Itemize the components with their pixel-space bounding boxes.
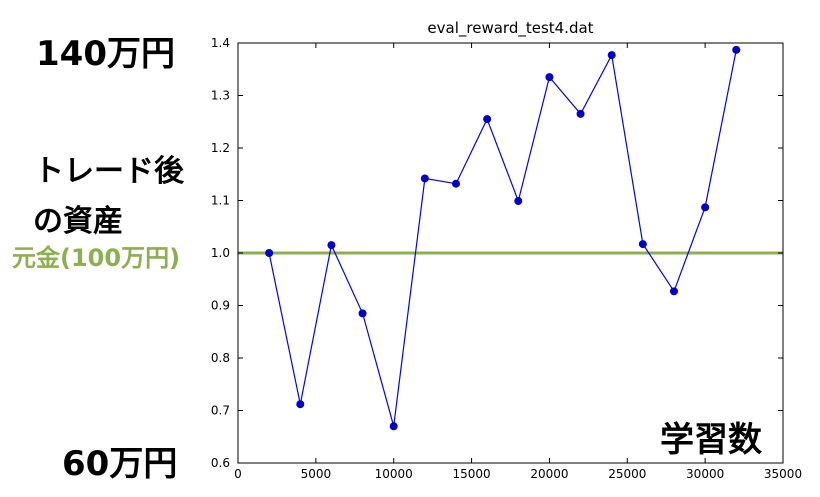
data-point xyxy=(607,51,616,60)
data-point xyxy=(670,287,678,296)
y-tick-label: 1.0 xyxy=(211,246,230,260)
y-tick-label: 1.3 xyxy=(211,89,230,103)
y-tick-label: 0.6 xyxy=(211,456,230,470)
series-line xyxy=(268,49,737,427)
x-tick-label: 15000 xyxy=(452,467,490,481)
x-tick-label: 5000 xyxy=(301,467,332,481)
data-point xyxy=(452,179,460,188)
data-point xyxy=(701,203,710,212)
x-tick-label: 0 xyxy=(234,467,242,481)
x-axis-annotation: 学習数 xyxy=(660,420,762,460)
data-point xyxy=(514,197,523,206)
y-tick-label: 1.2 xyxy=(211,141,230,155)
data-point xyxy=(638,240,647,249)
data-point xyxy=(358,309,367,318)
data-point xyxy=(576,109,585,118)
y-bottom-annotation: 60万円 xyxy=(62,444,178,484)
y-tick-label: 0.9 xyxy=(211,299,230,313)
x-tick-label: 35000 xyxy=(764,467,802,481)
y-tick-label: 0.8 xyxy=(211,351,230,365)
data-point xyxy=(420,174,429,183)
data-point xyxy=(265,249,274,257)
chart-title: eval_reward_test4.dat xyxy=(427,19,593,38)
data-point xyxy=(296,400,305,409)
data-point xyxy=(327,241,336,250)
asset-label-line1: トレード後 xyxy=(34,154,184,189)
x-tick-label: 20000 xyxy=(530,467,568,481)
y-tick-label: 0.7 xyxy=(211,404,230,418)
data-point xyxy=(483,115,492,124)
x-tick-label: 30000 xyxy=(686,467,724,481)
data-point xyxy=(732,45,741,54)
y-tick-label: 1.1 xyxy=(211,194,230,208)
data-point xyxy=(389,422,398,431)
x-tick-label: 10000 xyxy=(375,467,413,481)
x-tick-label: 25000 xyxy=(608,467,646,481)
asset-label-line2: の資産 xyxy=(33,204,123,239)
baseline-annotation: 元金(100万円) xyxy=(12,244,181,272)
data-point xyxy=(545,73,554,82)
y-top-annotation: 140万円 xyxy=(36,34,175,74)
y-tick-label: 1.4 xyxy=(211,36,230,50)
